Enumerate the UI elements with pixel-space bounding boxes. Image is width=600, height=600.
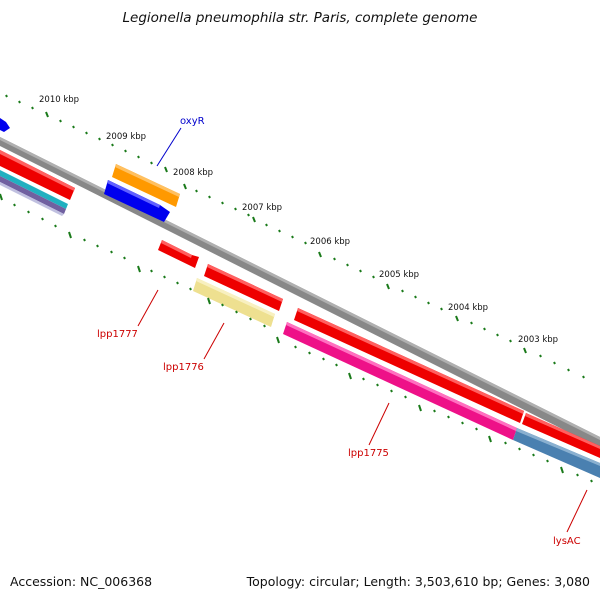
kbp-label: 2006 kbp — [310, 237, 350, 247]
gene-highlight — [107, 180, 160, 208]
tick — [124, 149, 127, 153]
gene-lpp1777 — [158, 240, 199, 268]
gene-highlight — [207, 264, 283, 302]
gene-highlight — [161, 240, 192, 258]
gene-highlight — [0, 150, 75, 191]
tick — [539, 354, 542, 358]
gene-red — [204, 264, 283, 311]
feature-cyan — [0, 170, 68, 209]
tick — [414, 295, 417, 299]
gene-highlight — [297, 308, 524, 414]
tick — [150, 161, 153, 165]
tick — [18, 100, 21, 104]
tick — [278, 229, 281, 233]
tick-major — [386, 283, 390, 290]
kbp-label: 2009 kbp — [106, 132, 146, 142]
tick-major — [455, 315, 459, 322]
inner-tick-row-left — [0, 193, 280, 344]
kbp-labels: 2010 kbp 2009 kbp 2008 kbp 2007 kbp 2006… — [39, 95, 558, 345]
tick — [401, 289, 404, 293]
callout-lpp1776 — [203, 322, 225, 360]
tick-major — [318, 251, 322, 258]
tick-major — [45, 111, 49, 118]
gene-lpp1775 — [283, 322, 517, 440]
tick-major — [183, 183, 187, 190]
gene-label-lpp1776: lpp1776 — [163, 362, 204, 373]
tick — [111, 143, 114, 147]
map-title: Legionella pneumophila str. Paris, compl… — [122, 10, 478, 26]
gene-red-right — [522, 413, 600, 458]
tick — [304, 241, 307, 245]
gene-highlight — [286, 322, 517, 431]
kbp-label: 2007 kbp — [242, 203, 282, 213]
tick — [265, 223, 268, 227]
gene-highlight — [196, 278, 275, 317]
tick — [427, 301, 430, 305]
kbp-label: 2010 kbp — [39, 95, 79, 105]
tick — [98, 137, 101, 141]
tick — [333, 257, 336, 261]
tick — [553, 361, 556, 365]
callout-lpp1775 — [368, 402, 390, 446]
tick — [72, 125, 75, 129]
tick-major — [164, 166, 168, 173]
kbp-label: 2008 kbp — [173, 168, 213, 178]
tick — [195, 189, 198, 193]
genome-summary: Topology: circular; Length: 3,503,610 bp… — [246, 574, 590, 589]
gene-label-oxyR: oxyR — [180, 116, 205, 127]
tick — [372, 275, 375, 279]
tick — [346, 263, 349, 267]
tick — [31, 106, 34, 110]
tick — [440, 307, 443, 311]
tick — [85, 131, 88, 135]
kbp-label: 2004 kbp — [448, 303, 488, 313]
gene-lpp1776 — [193, 278, 275, 327]
gene-highlight — [516, 428, 600, 466]
tick-major — [252, 216, 256, 223]
gene-orange — [112, 164, 180, 207]
gene-oxyR — [104, 180, 170, 222]
tick — [470, 321, 473, 325]
tick — [582, 375, 585, 379]
tick — [137, 155, 140, 159]
tick — [359, 269, 362, 273]
tick — [483, 327, 486, 331]
tick — [247, 213, 250, 217]
tick — [234, 207, 237, 211]
gene-label-lysAC: lysAC — [553, 536, 581, 547]
feature-lavender — [0, 182, 64, 216]
callout-lpp1777 — [137, 289, 159, 327]
gene-red-long — [294, 308, 524, 423]
gene-highlight — [525, 413, 600, 449]
gene-lysAC — [513, 428, 600, 478]
tick — [509, 339, 512, 343]
backbone-highlight — [0, 137, 600, 440]
kbp-label: 2005 kbp — [379, 270, 419, 280]
tick — [208, 195, 211, 199]
callout-lysAC — [566, 489, 588, 533]
tick — [59, 119, 62, 123]
kbp-label: 2003 kbp — [518, 335, 558, 345]
tick — [567, 368, 570, 372]
inner-tick-row-right — [294, 345, 593, 483]
tick — [5, 94, 8, 98]
tick — [221, 201, 224, 205]
gene-arrow-blue-edge — [0, 118, 10, 132]
tick-major — [523, 347, 527, 354]
left-edge-features — [0, 150, 75, 216]
tick — [496, 333, 499, 337]
callout-oxyR — [156, 127, 182, 167]
gene-label-lpp1777: lpp1777 — [97, 329, 138, 340]
tick — [291, 235, 294, 239]
feature-purple — [0, 176, 66, 214]
gene-highlight — [115, 164, 180, 197]
gene-label-lpp1775: lpp1775 — [348, 448, 389, 459]
outer-tick-row — [5, 94, 585, 379]
accession-label: Accession: NC_006368 — [10, 574, 153, 589]
